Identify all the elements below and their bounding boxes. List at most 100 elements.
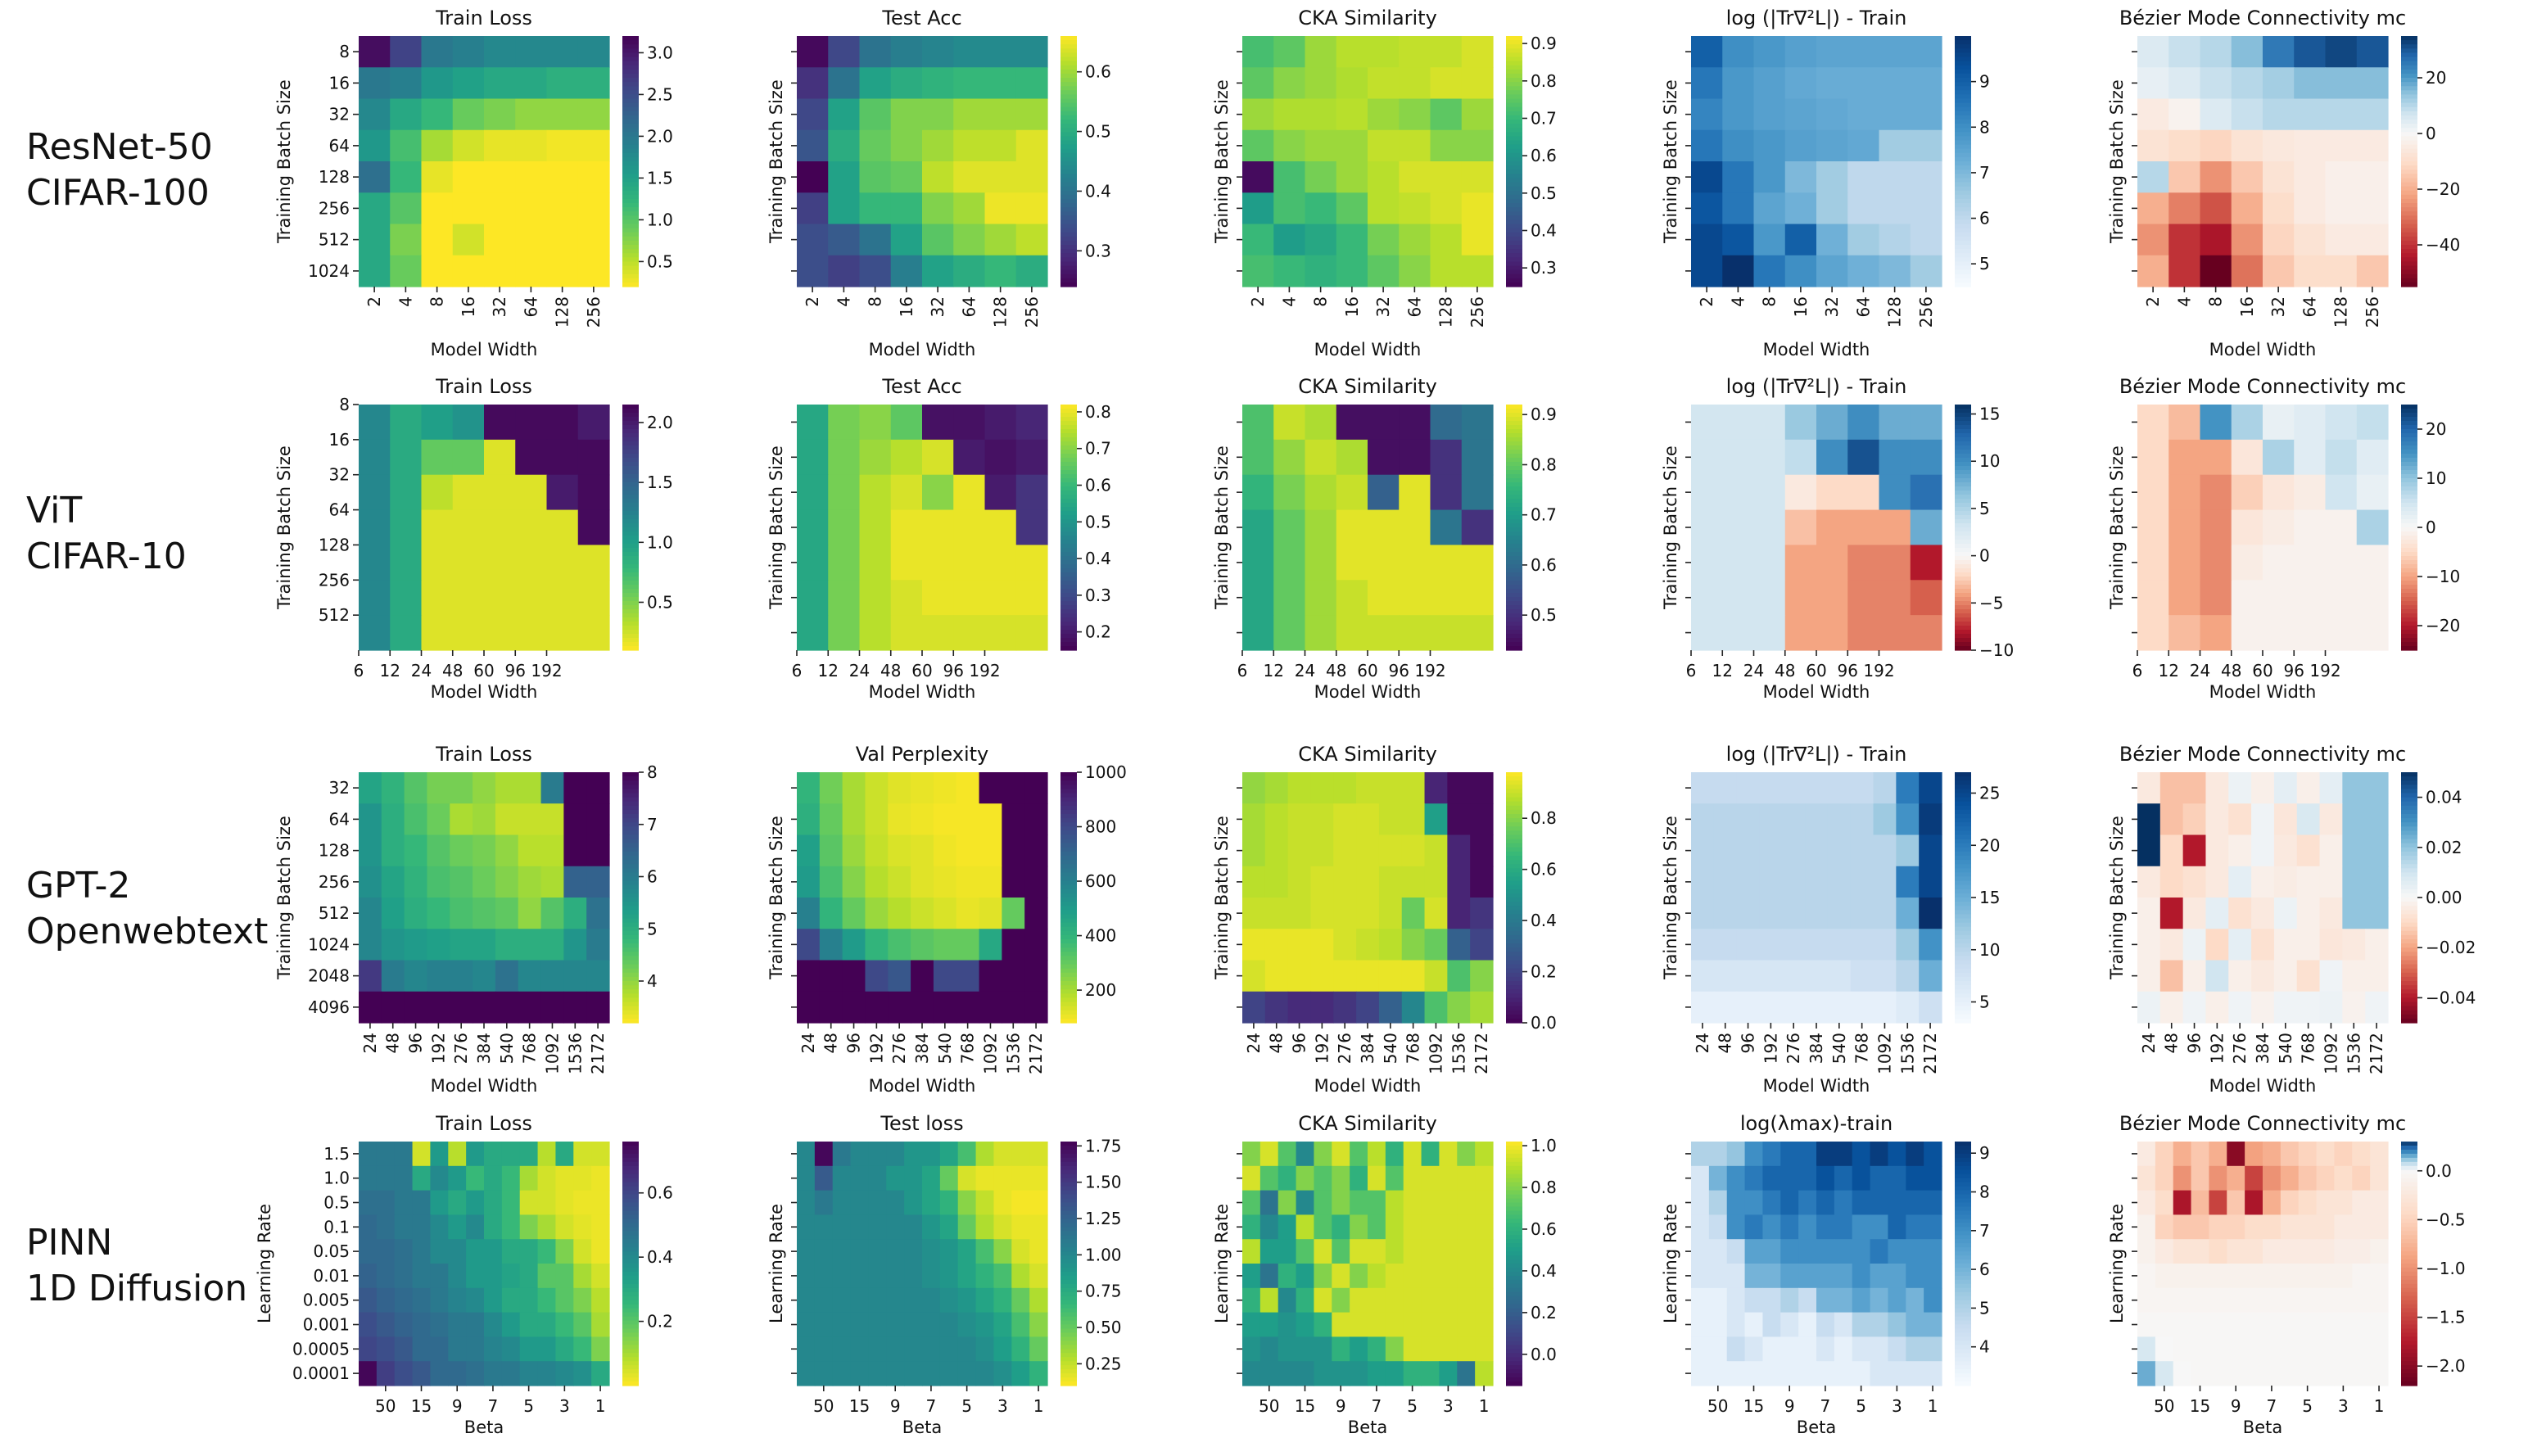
colorbar-segment bbox=[622, 207, 639, 212]
heatmap-cell bbox=[868, 1312, 887, 1337]
heatmap-cell bbox=[501, 1312, 521, 1337]
x-tick-label: 4 bbox=[2174, 296, 2194, 307]
heatmap-cell bbox=[1305, 224, 1337, 256]
heatmap-cell bbox=[979, 834, 1002, 867]
heatmap-cell bbox=[1430, 474, 1463, 511]
colorbar-segment bbox=[1060, 61, 1077, 66]
heatmap-cell bbox=[2227, 1312, 2245, 1337]
colorbar-segment bbox=[622, 952, 639, 956]
colorbar-tick-label: 0.6 bbox=[1531, 860, 1557, 879]
heatmap-cell bbox=[814, 1264, 834, 1289]
heatmap-cell bbox=[939, 1239, 959, 1264]
y-tick-label: 128 bbox=[319, 535, 350, 554]
heatmap-cell bbox=[922, 580, 954, 616]
heatmap-cell bbox=[1722, 98, 1755, 131]
heatmap-cell bbox=[1273, 255, 1306, 287]
heatmap-cell bbox=[1333, 834, 1357, 867]
heatmap-cell bbox=[2200, 192, 2232, 225]
colorbar-segment bbox=[1506, 90, 1522, 95]
heatmap-cell bbox=[1378, 803, 1403, 836]
colorbar-segment bbox=[622, 491, 639, 495]
heatmap-cell bbox=[427, 898, 450, 929]
colorbar-segment bbox=[1060, 1010, 1077, 1015]
colorbar-segment bbox=[1506, 1223, 1522, 1228]
heatmap-cell bbox=[797, 1190, 816, 1215]
colorbar-segment bbox=[2401, 1186, 2417, 1191]
heatmap-cell bbox=[859, 67, 892, 100]
heatmap-cell bbox=[1278, 1142, 1297, 1167]
heatmap-cell bbox=[1439, 1264, 1458, 1289]
heatmap-cell bbox=[484, 474, 516, 511]
heatmap-cell bbox=[832, 1165, 852, 1191]
colorbar-segment bbox=[2401, 1223, 2417, 1228]
heatmap-cell bbox=[1852, 1214, 1871, 1240]
heatmap-cell bbox=[1273, 36, 1306, 68]
heatmap-cell bbox=[1011, 1361, 1030, 1386]
colorbar-tick-label: 0.5 bbox=[1085, 122, 1111, 142]
heatmap-cell bbox=[2191, 1264, 2210, 1289]
heatmap-cell bbox=[993, 1165, 1012, 1191]
colorbar-segment bbox=[622, 156, 639, 162]
heatmap-cell bbox=[1834, 1142, 1853, 1167]
colorbar-segment bbox=[2401, 144, 2417, 150]
heatmap-cell bbox=[2356, 615, 2389, 651]
colorbar-segment bbox=[1955, 523, 1971, 528]
colorbar-segment bbox=[622, 1161, 639, 1167]
heatmap-cell bbox=[2298, 1165, 2318, 1191]
heatmap-cell bbox=[2294, 615, 2327, 651]
heatmap-cell bbox=[1273, 67, 1306, 100]
heatmap-cell bbox=[450, 991, 473, 1024]
heatmap-cell bbox=[1691, 1239, 1710, 1264]
heatmap-cell bbox=[2365, 991, 2389, 1024]
heatmap-cell bbox=[1827, 960, 1852, 993]
colorbar-segment bbox=[1060, 930, 1077, 936]
colorbar-tick-label: 9 bbox=[1979, 1143, 1990, 1163]
heatmap-cell bbox=[466, 1239, 485, 1264]
heatmap-cell bbox=[2168, 474, 2201, 511]
colorbar-segment bbox=[1506, 190, 1522, 196]
heatmap-cell bbox=[1242, 1287, 1261, 1314]
x-tick-label: 2172 bbox=[588, 1033, 608, 1074]
colorbar-segment bbox=[1955, 646, 1971, 651]
colorbar-segment bbox=[1060, 462, 1077, 467]
colorbar-segment bbox=[622, 82, 639, 87]
heatmap-cell bbox=[1784, 439, 1817, 476]
heatmap-cell bbox=[1332, 1312, 1350, 1337]
heatmap-cell bbox=[957, 1239, 977, 1264]
heatmap-cell bbox=[563, 834, 587, 867]
heatmap-cell bbox=[359, 161, 391, 193]
heatmap-cell bbox=[484, 545, 516, 581]
heatmap-cell bbox=[586, 929, 610, 961]
colorbar-tick-label: 20 bbox=[1979, 835, 2000, 855]
colorbar-segment bbox=[1955, 1349, 1971, 1354]
heatmap-cell bbox=[2263, 67, 2295, 100]
heatmap-cell bbox=[1461, 36, 1494, 68]
heatmap-cell bbox=[2209, 1312, 2227, 1337]
x-tick-label: 5 bbox=[1407, 1396, 1418, 1416]
heatmap-cell bbox=[2182, 929, 2207, 961]
heatmap-cell bbox=[1850, 803, 1874, 836]
heatmap-cell bbox=[591, 1264, 610, 1289]
heatmap-cell bbox=[1708, 1239, 1728, 1264]
heatmap-cell bbox=[2205, 960, 2229, 993]
colorbar-segment bbox=[1955, 165, 1971, 170]
x-tick-label: 48 bbox=[1775, 661, 1795, 681]
heatmap-cell bbox=[2251, 866, 2275, 898]
colorbar-segment bbox=[622, 856, 639, 861]
y-axis-label: Training Batch Size bbox=[1212, 445, 1232, 610]
heatmap-cell bbox=[2356, 509, 2389, 546]
heatmap-cell bbox=[2205, 834, 2229, 867]
heatmap-cell bbox=[2205, 898, 2229, 929]
heatmap-cell bbox=[586, 898, 610, 929]
heatmap-cell bbox=[1805, 866, 1829, 898]
y-axis-label: Training Batch Size bbox=[767, 79, 786, 244]
heatmap-cell bbox=[2209, 1214, 2227, 1240]
heatmap-cell bbox=[2263, 1264, 2281, 1289]
colorbar-segment bbox=[1506, 646, 1522, 651]
heatmap-cell bbox=[450, 803, 473, 836]
colorbar-segment bbox=[1955, 486, 1971, 491]
heatmap-cell bbox=[2173, 1165, 2192, 1191]
colorbar-segment bbox=[1060, 884, 1077, 890]
heatmap-cell bbox=[1691, 898, 1715, 929]
heatmap-cell bbox=[1242, 509, 1274, 546]
